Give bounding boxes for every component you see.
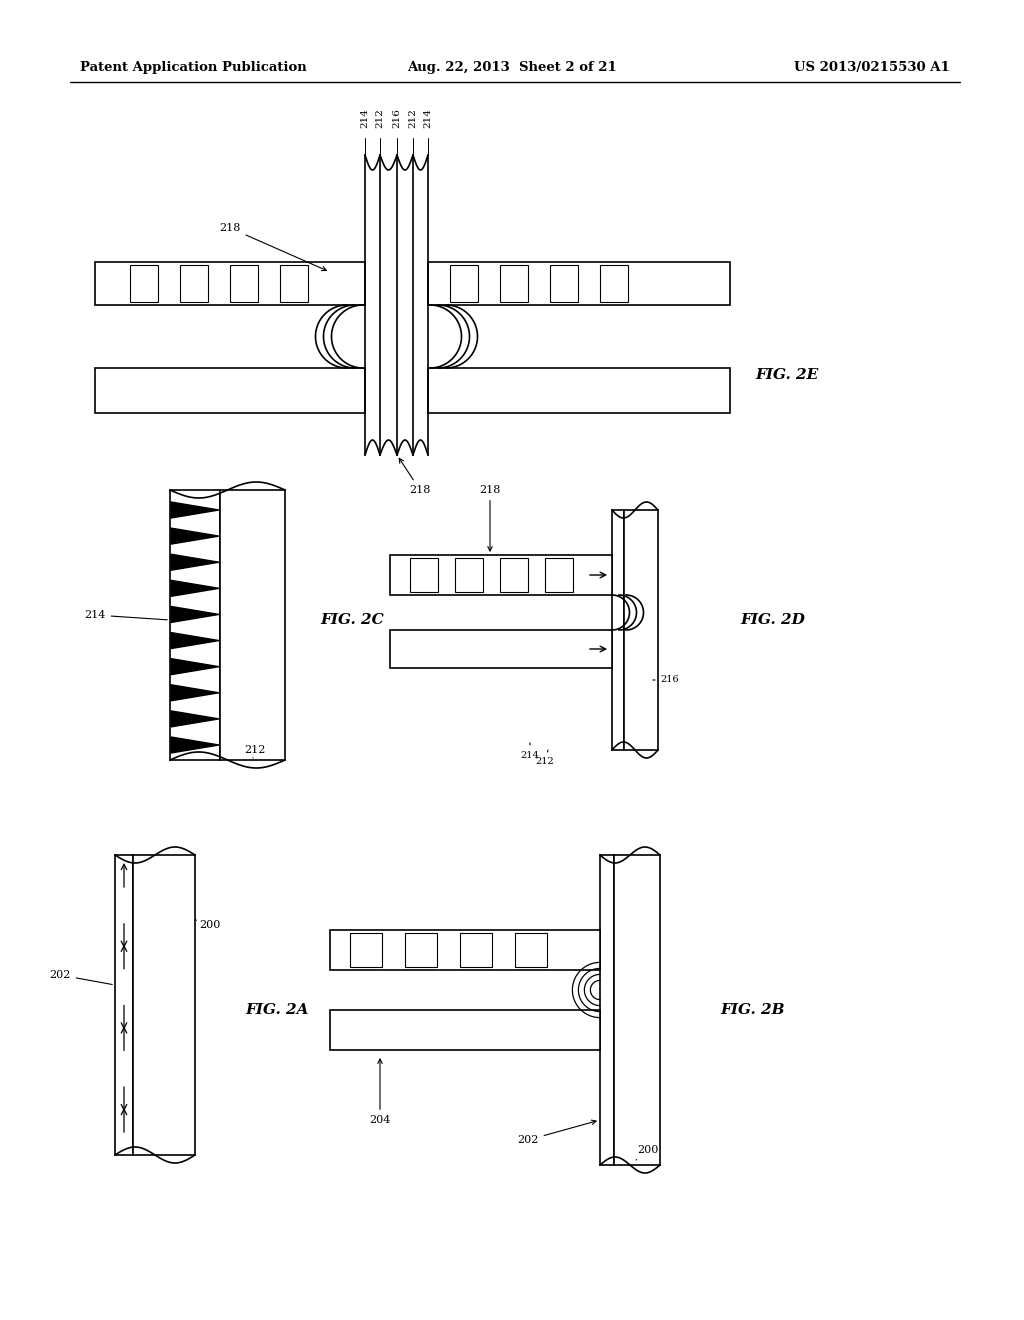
- Polygon shape: [171, 502, 219, 517]
- Text: 202: 202: [517, 1121, 596, 1144]
- Text: 200: 200: [636, 1144, 658, 1160]
- Polygon shape: [171, 632, 219, 648]
- Text: FIG. 2E: FIG. 2E: [755, 368, 818, 381]
- Text: 216: 216: [392, 108, 401, 128]
- Text: FIG. 2B: FIG. 2B: [720, 1003, 784, 1016]
- Text: 214: 214: [360, 108, 370, 128]
- Bar: [410, 558, 438, 591]
- Bar: [330, 931, 600, 970]
- Text: 214: 214: [84, 610, 167, 620]
- Polygon shape: [171, 554, 219, 570]
- Text: 212: 212: [376, 108, 384, 128]
- Text: 218: 218: [219, 223, 327, 271]
- Bar: [390, 554, 612, 595]
- Bar: [624, 510, 658, 750]
- Text: 204: 204: [370, 1059, 391, 1125]
- Text: US 2013/0215530 A1: US 2013/0215530 A1: [795, 62, 950, 74]
- Text: 214: 214: [424, 108, 432, 128]
- Bar: [230, 265, 258, 302]
- Bar: [550, 265, 578, 302]
- Polygon shape: [171, 659, 219, 675]
- Text: FIG. 2A: FIG. 2A: [245, 1003, 308, 1016]
- Text: 212: 212: [245, 744, 265, 758]
- Text: 216: 216: [652, 676, 679, 685]
- Bar: [500, 558, 528, 591]
- Text: 212: 212: [409, 108, 418, 128]
- Bar: [180, 265, 208, 302]
- Text: 200: 200: [196, 920, 221, 931]
- Bar: [500, 265, 528, 302]
- Bar: [545, 558, 573, 591]
- Polygon shape: [171, 737, 219, 752]
- Polygon shape: [171, 711, 219, 727]
- Text: FIG. 2C: FIG. 2C: [319, 612, 384, 627]
- Bar: [280, 265, 308, 302]
- Bar: [515, 933, 547, 968]
- Text: Aug. 22, 2013  Sheet 2 of 21: Aug. 22, 2013 Sheet 2 of 21: [408, 62, 616, 74]
- Bar: [460, 933, 492, 968]
- Text: FIG. 2D: FIG. 2D: [740, 612, 805, 627]
- Polygon shape: [171, 685, 219, 701]
- Bar: [115, 855, 133, 1155]
- Bar: [130, 265, 158, 302]
- Text: 218: 218: [399, 458, 431, 495]
- Polygon shape: [171, 606, 219, 623]
- Bar: [455, 558, 483, 591]
- Bar: [614, 855, 660, 1166]
- Polygon shape: [171, 581, 219, 597]
- Bar: [428, 368, 730, 413]
- Text: 214: 214: [520, 743, 540, 759]
- Text: 202: 202: [49, 970, 113, 985]
- Bar: [600, 855, 614, 1166]
- Bar: [170, 490, 220, 760]
- Polygon shape: [171, 528, 219, 544]
- Bar: [330, 1010, 600, 1049]
- Bar: [406, 933, 437, 968]
- Bar: [220, 490, 285, 760]
- Bar: [350, 933, 382, 968]
- Bar: [600, 265, 628, 302]
- Text: 218: 218: [479, 484, 501, 550]
- Bar: [428, 261, 730, 305]
- Text: 212: 212: [536, 750, 554, 767]
- Text: Patent Application Publication: Patent Application Publication: [80, 62, 307, 74]
- Bar: [95, 261, 365, 305]
- Bar: [612, 510, 624, 750]
- Bar: [133, 855, 195, 1155]
- Bar: [95, 368, 365, 413]
- Bar: [450, 265, 478, 302]
- Bar: [390, 630, 612, 668]
